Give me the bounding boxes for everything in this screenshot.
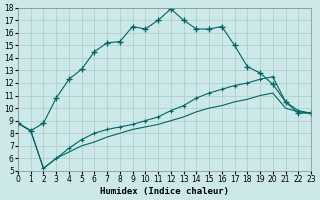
X-axis label: Humidex (Indice chaleur): Humidex (Indice chaleur)	[100, 187, 229, 196]
